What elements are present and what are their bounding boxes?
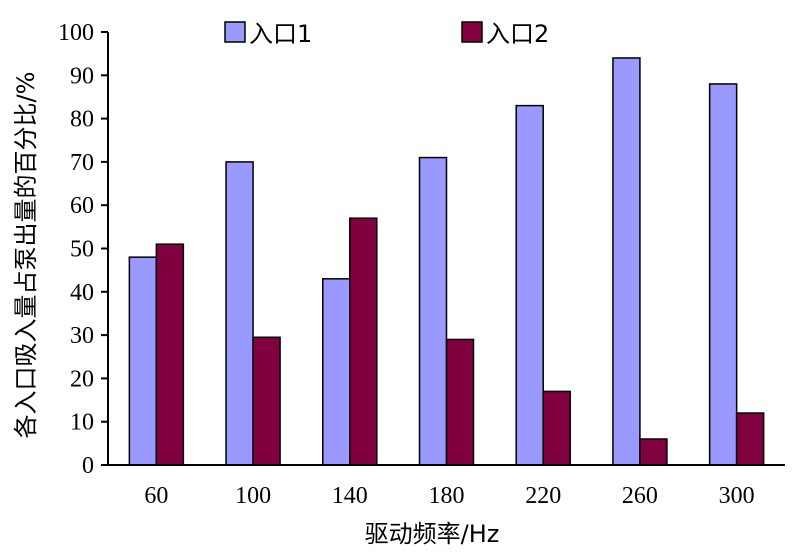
bar-1-300 xyxy=(708,83,738,466)
x-tick-label: 180 xyxy=(429,483,465,509)
bar-1-100 xyxy=(225,161,254,466)
y-tick-label: 30 xyxy=(70,323,94,349)
y-tick-label: 70 xyxy=(70,150,94,176)
y-tick-label: 80 xyxy=(70,107,94,133)
y-axis-label: 各入口吸入量占泵出量的百分比/% xyxy=(12,72,40,439)
legend-swatch-1 xyxy=(224,21,246,43)
x-tick-label: 260 xyxy=(622,483,658,509)
x-tick-label: 140 xyxy=(332,483,368,509)
x-tick-label: 100 xyxy=(235,483,271,509)
bar-2-60 xyxy=(155,243,185,466)
bar-1-260 xyxy=(612,57,641,466)
bars-group xyxy=(128,57,765,466)
y-tick-label: 90 xyxy=(70,63,94,89)
y-tick-label: 10 xyxy=(70,410,94,436)
bar-1-180 xyxy=(418,156,448,466)
axes-group: 60 100 140 180 220 260 300 0 10 20 30 40 50 60 70 80 90 1… xyxy=(58,20,785,509)
bar-2-220 xyxy=(542,390,571,466)
legend-swatch-2 xyxy=(461,21,483,43)
x-tick-label: 220 xyxy=(525,483,561,509)
bar-1-140 xyxy=(322,278,351,466)
bar-1-220 xyxy=(515,104,544,466)
legend: 入口1 入口2 xyxy=(224,20,549,48)
bar-2-260 xyxy=(639,438,668,466)
legend-label-2: 入口2 xyxy=(486,20,549,48)
x-tick-label: 300 xyxy=(719,483,755,509)
y-tick-label: 40 xyxy=(70,280,94,306)
x-axis-label: 驱动频率/Hz xyxy=(365,520,500,548)
y-tick-label: 100 xyxy=(58,20,94,46)
bar-2-100 xyxy=(252,336,281,466)
x-tick-label: 60 xyxy=(144,483,168,509)
y-tick-label: 20 xyxy=(70,366,94,392)
bar-2-140 xyxy=(349,217,378,466)
legend-label-1: 入口1 xyxy=(249,20,312,48)
y-tick-label: 50 xyxy=(70,237,94,263)
y-tick-label: 0 xyxy=(82,453,94,479)
bar-2-180 xyxy=(445,338,475,466)
bar-2-300 xyxy=(735,412,765,466)
bar-1-60 xyxy=(128,256,158,466)
y-tick-label: 60 xyxy=(70,193,94,219)
